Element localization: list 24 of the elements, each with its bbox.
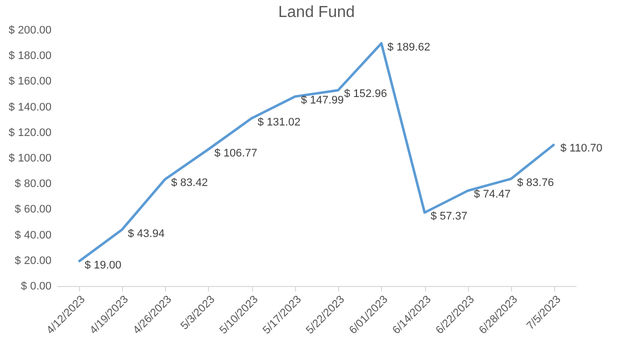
data-label: $ 19.00: [84, 260, 122, 272]
y-tick-label: $ 180.00: [8, 50, 52, 62]
data-label: $ 189.62: [387, 41, 430, 54]
y-tick-label: $ 80.00: [14, 178, 52, 190]
data-label: $ 147.99: [300, 94, 344, 107]
data-label: $ 74.47: [474, 188, 511, 201]
data-label: $ 110.70: [560, 142, 602, 154]
y-tick-label: $ 20.00: [14, 254, 52, 267]
data-label: $ 83.76: [517, 176, 554, 189]
data-label: $ 131.02: [258, 116, 300, 128]
data-label: $ 106.77: [214, 147, 258, 160]
y-tick-label: $ 40.00: [14, 229, 52, 242]
y-tick-label: $ 0.00: [20, 280, 52, 292]
data-label: $ 43.94: [128, 228, 165, 240]
y-tick-label: $ 160.00: [8, 76, 52, 88]
y-tick-label: $ 140.00: [8, 101, 52, 114]
data-label: $ 57.37: [430, 210, 468, 223]
chart-title: Land Fund: [278, 4, 355, 21]
y-tick-label: $ 120.00: [8, 126, 52, 139]
y-tick-label: $ 200.00: [8, 24, 52, 36]
data-label: $ 152.96: [344, 88, 387, 100]
y-tick-label: $ 100.00: [8, 152, 52, 164]
y-tick-label: $ 60.00: [14, 204, 52, 216]
data-label: $ 83.42: [171, 177, 208, 190]
